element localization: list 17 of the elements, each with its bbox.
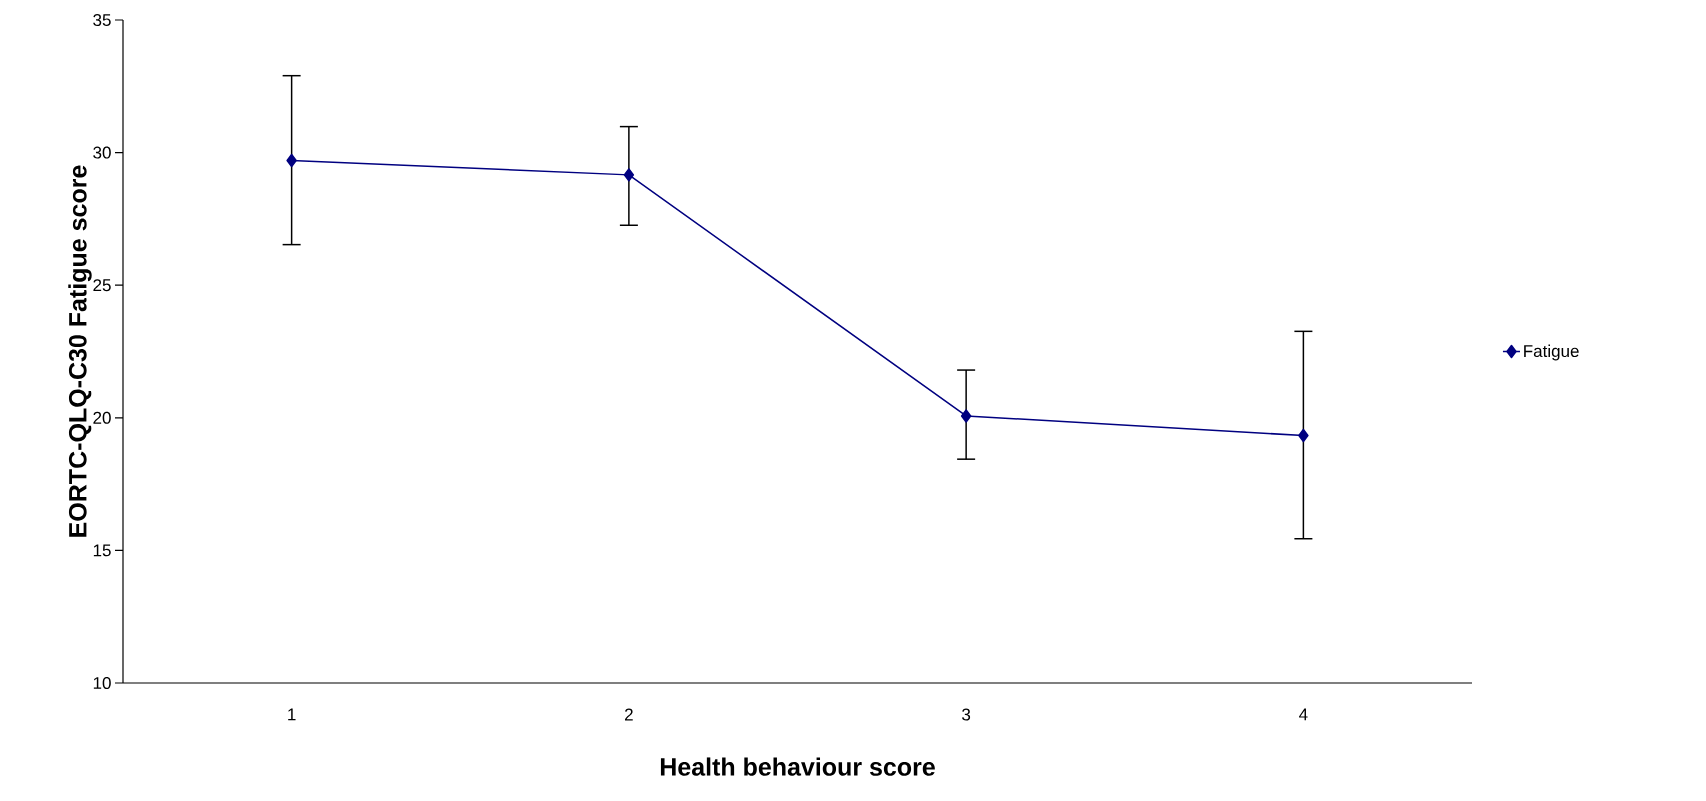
y-tick-label: 20 xyxy=(93,411,111,424)
x-tick-label: 3 xyxy=(962,708,971,721)
y-tick-label: 10 xyxy=(93,676,111,690)
point xyxy=(960,409,972,423)
x-tick-label: 1 xyxy=(288,708,296,721)
y-tick-label: 35 xyxy=(93,13,111,27)
y-axis-title: EORTC-QLQ-C30 Fatigue score xyxy=(68,165,92,537)
x-tick-label: 2 xyxy=(625,708,633,721)
legend-label: Fatigue xyxy=(1524,344,1579,361)
y-tick-label: 30 xyxy=(93,146,111,159)
x-tick-label: 4 xyxy=(1299,708,1308,721)
y-tick-label: 25 xyxy=(93,279,111,292)
point xyxy=(1298,428,1309,443)
y-tick-label: 15 xyxy=(93,544,111,557)
point xyxy=(623,168,635,182)
x-axis-title: Health behaviour score xyxy=(660,757,935,776)
point xyxy=(286,153,297,168)
